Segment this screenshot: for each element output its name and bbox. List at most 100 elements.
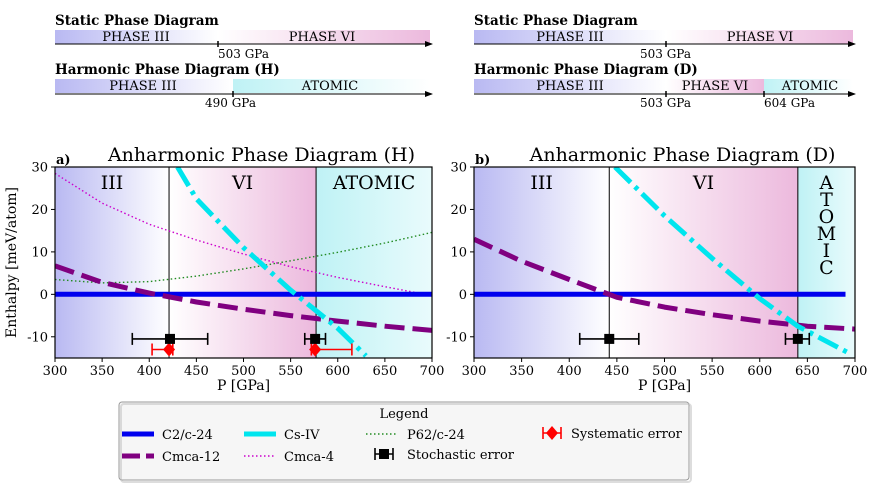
x-tick-label: 600 [325,364,350,379]
legend-label: Cs-IV [284,428,320,443]
phase-region-1 [609,167,798,358]
x-tick-label: 500 [231,364,256,379]
phase-region-0 [474,167,610,358]
harmonic-phase-c-right: ATOMIC [781,79,838,94]
harmonic-phase-a-left: PHASE III [109,79,176,94]
phase-label-char: I [823,240,831,262]
phase-label-char: M [817,223,836,245]
harmonic-phase-b-left: ATOMIC [301,79,358,94]
y-axis-label: Enthalpy [meV/atom] [4,187,20,338]
harmonic-boundary-2-right: 604 GPa [764,96,815,110]
harmonic-boundary-left: 490 GPa [205,96,256,110]
x-tick-label: 450 [184,364,209,379]
legend-label: Cmca-12 [162,450,220,465]
legend-entry-stochastic: Stochastic error [374,448,515,463]
phase-region-1 [169,167,317,358]
phase-label-0: III [530,172,553,194]
static-boundary-left: 503 GPa [218,47,269,61]
y-tick-label: 0 [459,288,467,303]
top-right-diagrams: Static Phase Diagram PHASE III PHASE VI … [474,13,856,110]
y-tick-label: -10 [446,330,467,345]
static-boundary-right: 503 GPa [640,47,691,61]
static-phase-b-left: PHASE VI [289,30,356,45]
y-tick-label: 30 [31,161,48,176]
x-tick-label: 650 [372,364,397,379]
x-tick-label: 350 [90,364,115,379]
plot-area [474,167,855,357]
plot-area [55,167,432,358]
harmonic-boundary-1-right: 503 GPa [640,96,691,110]
y-tick-label: 0 [40,288,48,303]
x-tick-label: 400 [557,364,582,379]
y-tick-label: -10 [27,330,48,345]
systematic-point-1 [309,342,322,357]
harmonic-title-right: Harmonic Phase Diagram (D) [474,62,698,78]
y-tick-label: 20 [450,203,467,218]
phase-label-char: C [819,257,834,279]
legend-label: P62/c-24 [407,428,465,443]
legend-entry-c2c24: C2/c-24 [122,428,213,443]
x-tick-label: 500 [652,364,677,379]
legend-label: Systematic error [571,427,683,442]
systematic-point-0 [163,342,176,357]
y-tick-label: 20 [31,203,48,218]
phase-label-2: ATOMIC [332,172,415,194]
x-tick-label: 400 [137,364,162,379]
phase-region-0 [55,167,170,358]
legend-title: Legend [379,407,428,422]
panel-label: a) [56,153,71,168]
x-tick-label: 550 [278,364,303,379]
y-tick-label: 30 [450,161,467,176]
phase-label-1: VI [692,172,714,194]
series-cmca-4 [55,172,432,297]
phase-label-char: O [819,206,835,228]
legend: Legend C2/c-24 Cs-IV P62/c-24 Systematic… [118,401,692,483]
chart-title: Anharmonic Phase Diagram (D) [529,144,836,166]
x-tick-label: 300 [43,364,68,379]
harmonic-phase-b-right: PHASE VI [682,79,749,94]
x-tick-label: 650 [795,364,820,379]
x-tick-label: 550 [700,364,725,379]
series-cs-iv [175,167,368,358]
legend-entry-p62c24: P62/c-24 [366,428,465,443]
legend-entry-cmca12: Cmca-12 [122,450,220,465]
static-phase-a-left: PHASE III [102,30,169,45]
harmonic-title-left: Harmonic Phase Diagram (H) [55,62,280,78]
chart-title: Anharmonic Phase Diagram (H) [107,144,415,166]
series-cmca-12 [55,263,432,333]
static-phase-b-right: PHASE VI [727,30,794,45]
x-tick-label: 300 [462,364,487,379]
x-tick-label: 700 [420,364,445,379]
stochastic-point-0 [164,333,175,344]
static-title-right: Static Phase Diagram [474,13,638,29]
series-cs-iv [613,167,852,357]
legend-entry-csiv: Cs-IV [244,428,320,443]
top-left-diagrams: Static Phase Diagram PHASE III PHASE VI … [55,13,433,110]
x-tick-label: 700 [843,364,868,379]
legend-entry-systematic: Systematic error [542,426,683,442]
stochastic-point-0 [604,333,615,344]
x-axis-label: P [GPa] [217,378,270,394]
phase-label-char: T [820,189,833,211]
phase-label-0: III [101,172,124,194]
stochastic-point-1 [792,333,803,344]
legend-label: C2/c-24 [162,428,213,443]
series-cmca-12 [474,236,855,332]
x-tick-label: 450 [604,364,629,379]
y-tick-label: 10 [450,245,467,260]
static-phase-a-right: PHASE III [536,30,603,45]
x-axis-label: P [GPa] [638,378,691,394]
legend-label: Cmca-4 [284,450,334,465]
x-tick-label: 600 [747,364,772,379]
harmonic-phase-a-right: PHASE III [536,79,603,94]
static-title-left: Static Phase Diagram [55,13,219,29]
legend-label: Stochastic error [407,448,515,463]
stochastic-point-1 [310,333,321,344]
phase-label-1: VI [231,172,253,194]
series-p62-c-24 [55,231,432,284]
y-tick-label: 10 [31,245,48,260]
x-tick-label: 350 [509,364,534,379]
